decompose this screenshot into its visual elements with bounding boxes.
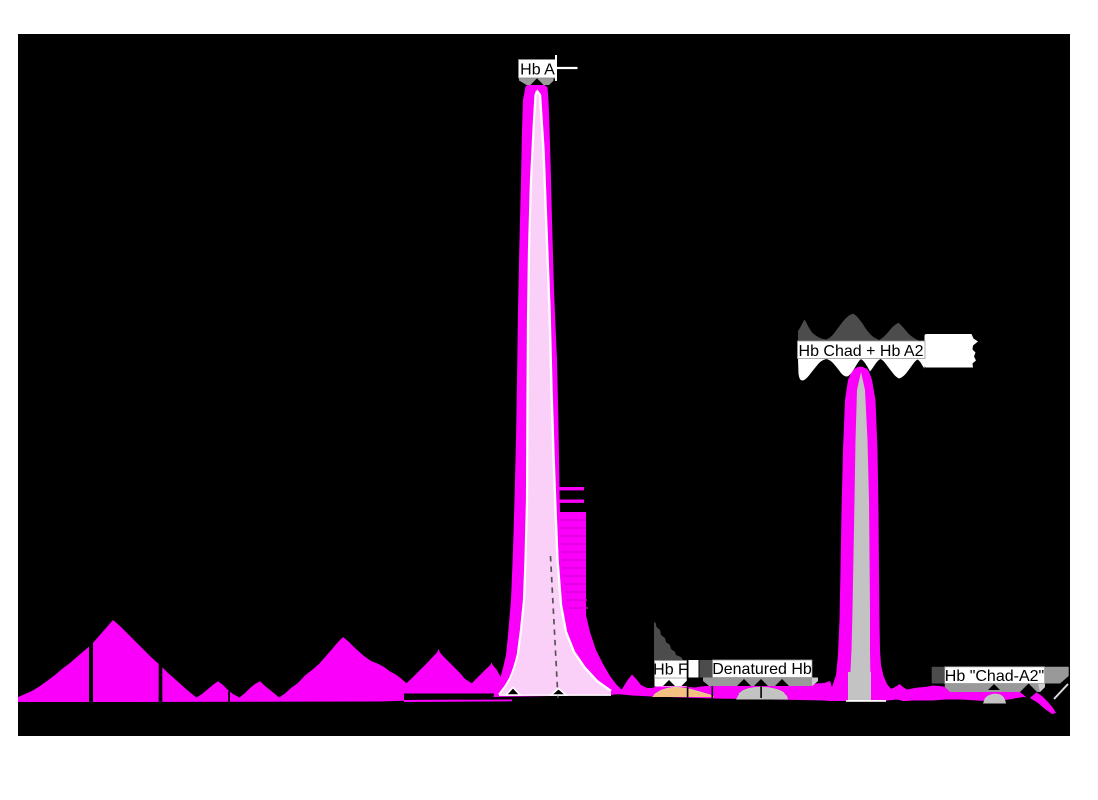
svg-text:Denatured Hb: Denatured Hb — [712, 661, 812, 678]
svg-text:Hb Chad + Hb A2: Hb Chad + Hb A2 — [799, 343, 924, 360]
svg-text:Hb F: Hb F — [653, 662, 688, 679]
svg-text:Hb A: Hb A — [520, 62, 555, 79]
svg-text:Hb "Chad-A2": Hb "Chad-A2" — [945, 668, 1044, 685]
